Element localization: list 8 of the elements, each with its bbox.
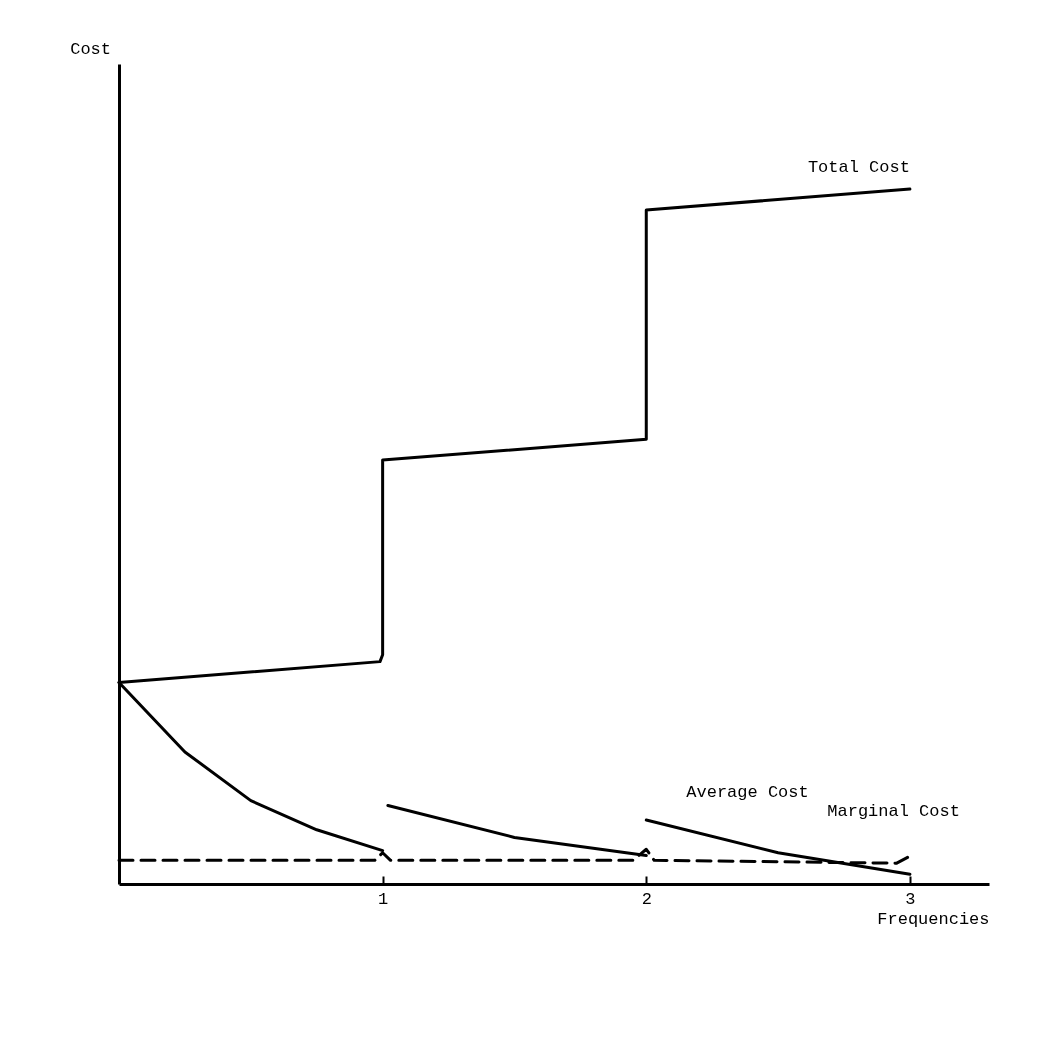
series-label: Total Cost	[807, 158, 910, 178]
x-tick-label: 1	[378, 889, 389, 909]
text: Marginal Cost	[827, 802, 960, 822]
x-tick-label: 3	[905, 889, 916, 909]
x-axis-title: Frequencies	[877, 909, 990, 929]
series-label: Average Cost	[686, 783, 809, 803]
text: Cost	[70, 40, 111, 59]
x-tick-label: 2	[641, 889, 652, 909]
